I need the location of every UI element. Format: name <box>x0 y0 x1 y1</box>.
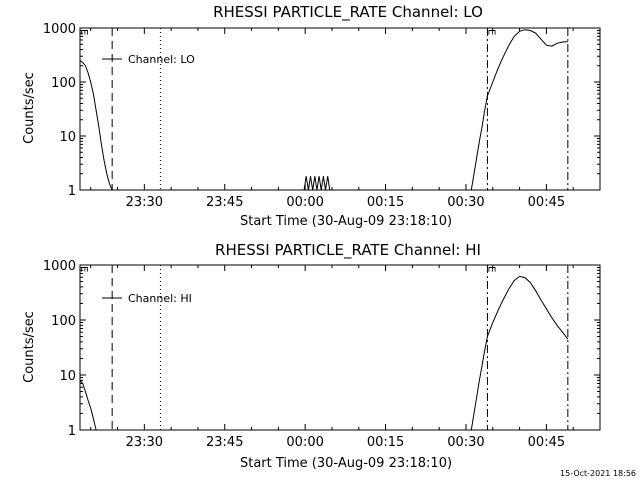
plot-frame <box>79 27 601 191</box>
event-marker-label: E <box>78 29 89 35</box>
event-marker-label: E <box>78 266 89 272</box>
x-tick-label: 23:45 <box>206 195 243 210</box>
panel-title: RHESSI PARTICLE_RATE Channel: HI <box>215 241 481 260</box>
x-tick-label: 00:15 <box>367 195 404 210</box>
panel-hi: RHESSI PARTICLE_RATE Channel: HI Counts/… <box>22 241 601 471</box>
y-tick-label: 10 <box>59 369 76 384</box>
event-marker-label: E <box>485 29 496 35</box>
x-axis-label: Start Time (30-Aug-09 23:18:10) <box>240 456 452 471</box>
y-tick-label: 1000 <box>43 22 76 37</box>
footer-timestamp: 15-Oct-2021 18:56 <box>560 469 636 478</box>
y-tick-label: 1 <box>68 184 76 199</box>
x-tick-label: 23:45 <box>206 435 243 450</box>
series-line-segment <box>79 60 113 191</box>
y-tick-label: 100 <box>51 76 76 91</box>
series-line-segment <box>303 176 331 191</box>
x-tick-label: 00:30 <box>447 195 484 210</box>
panel-title: RHESSI PARTICLE_RATE Channel: LO <box>213 3 483 22</box>
y-tick-label: 10 <box>59 130 76 145</box>
panel-lo: RHESSI PARTICLE_RATE Channel: LO Counts/… <box>22 3 601 229</box>
x-tick-label: 00:45 <box>528 435 565 450</box>
series-line-segment <box>470 275 569 431</box>
x-tick-label: 23:30 <box>126 195 163 210</box>
y-axis-label: Counts/sec <box>22 311 37 383</box>
y-tick-label: 1 <box>68 424 76 439</box>
series-line-segment <box>470 29 568 191</box>
series-line-segment <box>79 379 97 431</box>
plot-frame <box>79 264 601 431</box>
legend-label: Channel: HI <box>128 292 192 305</box>
x-tick-label: 00:00 <box>286 435 323 450</box>
event-marker-label: E <box>485 266 496 272</box>
legend-label: Channel: LO <box>128 53 195 66</box>
legend: Channel: HI <box>102 292 192 305</box>
x-tick-label: 00:15 <box>367 435 404 450</box>
x-tick-label: 00:45 <box>528 195 565 210</box>
x-tick-label: 00:00 <box>286 195 323 210</box>
y-axis-label: Counts/sec <box>22 72 37 144</box>
x-axis-label: Start Time (30-Aug-09 23:18:10) <box>240 214 452 229</box>
legend: Channel: LO <box>102 53 195 66</box>
y-tick-label: 100 <box>51 314 76 329</box>
x-tick-label: 23:30 <box>126 435 163 450</box>
x-tick-label: 00:30 <box>447 435 484 450</box>
y-tick-label: 1000 <box>43 259 76 274</box>
